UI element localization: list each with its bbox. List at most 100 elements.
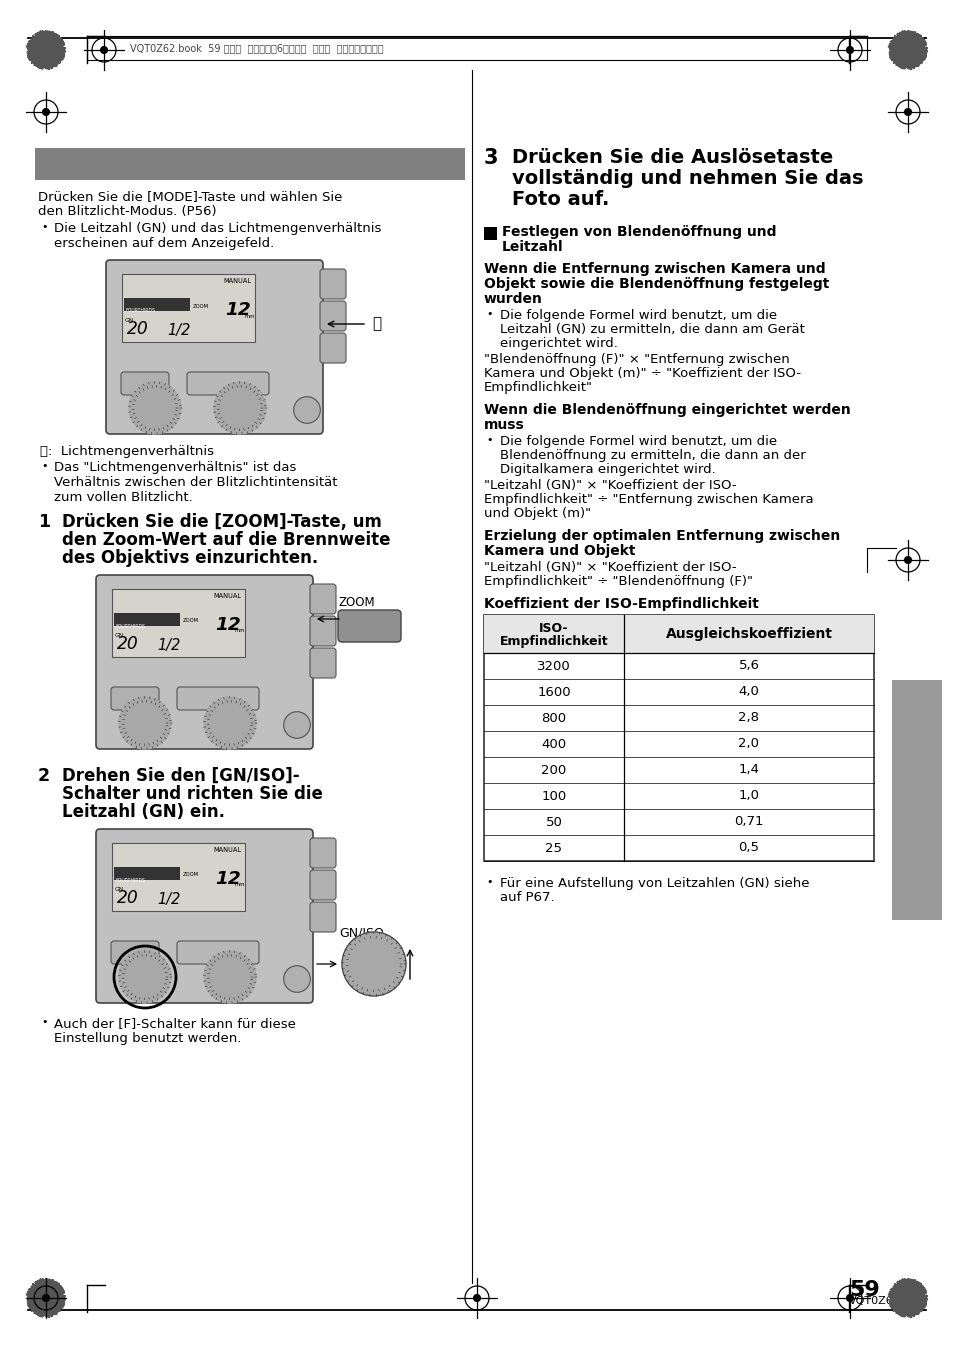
Text: 20: 20 <box>127 319 149 338</box>
FancyBboxPatch shape <box>96 829 313 1003</box>
Text: 0,5: 0,5 <box>738 841 759 855</box>
Text: zum vollen Blitzlicht.: zum vollen Blitzlicht. <box>54 491 193 504</box>
Bar <box>891 679 941 919</box>
Text: Leitzahl (GN) ein.: Leitzahl (GN) ein. <box>62 803 225 821</box>
Circle shape <box>43 1294 50 1301</box>
Circle shape <box>119 697 171 749</box>
Text: mm: mm <box>245 314 255 318</box>
Text: •: • <box>41 1016 48 1027</box>
Text: GN: GN <box>115 887 124 892</box>
Circle shape <box>845 47 853 54</box>
Text: 12: 12 <box>214 616 240 634</box>
Text: 200: 200 <box>540 763 566 776</box>
Text: Leitzahl: Leitzahl <box>501 240 563 253</box>
Text: 100: 100 <box>540 790 566 802</box>
Text: 1,0: 1,0 <box>738 790 759 802</box>
FancyBboxPatch shape <box>319 270 346 299</box>
Text: eingerichtet wird.: eingerichtet wird. <box>499 337 618 350</box>
Text: Die Leitzahl (GN) und das Lichtmengenverhältnis: Die Leitzahl (GN) und das Lichtmengenver… <box>54 222 381 235</box>
Text: 5,6: 5,6 <box>738 659 759 673</box>
Text: den Zoom-Wert auf die Brennweite: den Zoom-Wert auf die Brennweite <box>62 531 390 549</box>
Text: 1,4: 1,4 <box>738 763 759 776</box>
Text: Leitzahl (GN) zu ermitteln, die dann am Gerät: Leitzahl (GN) zu ermitteln, die dann am … <box>499 324 804 336</box>
Polygon shape <box>27 1278 66 1317</box>
Text: "Leitzahl (GN)" × "Koeffizient der ISO-: "Leitzahl (GN)" × "Koeffizient der ISO- <box>483 479 736 492</box>
Text: Drücken Sie die [MODE]-Taste und wählen Sie: Drücken Sie die [MODE]-Taste und wählen … <box>38 190 342 204</box>
Text: Schalter und richten Sie die: Schalter und richten Sie die <box>62 785 322 803</box>
Text: des Objektivs einzurichten.: des Objektivs einzurichten. <box>62 549 318 568</box>
Text: ZOOM: ZOOM <box>182 872 198 878</box>
Text: auf P67.: auf P67. <box>499 891 554 905</box>
FancyBboxPatch shape <box>310 902 335 931</box>
Text: "Blendenöffnung (F)" × "Entfernung zwischen: "Blendenöffnung (F)" × "Entfernung zwisc… <box>483 353 789 367</box>
Text: ZOOM: ZOOM <box>338 596 375 609</box>
Text: Auch der [F]-Schalter kann für diese: Auch der [F]-Schalter kann für diese <box>54 1016 295 1030</box>
Text: Das "Lichtmengenverhältnis" ist das: Das "Lichtmengenverhältnis" ist das <box>54 461 296 474</box>
Text: Festlegen von Blendenöffnung und: Festlegen von Blendenöffnung und <box>501 225 776 239</box>
FancyBboxPatch shape <box>310 648 335 678</box>
Text: 12: 12 <box>225 301 251 319</box>
Text: Digitalkamera eingerichtet wird.: Digitalkamera eingerichtet wird. <box>499 462 715 476</box>
Circle shape <box>204 697 255 749</box>
Text: ISO-: ISO- <box>538 621 568 635</box>
Text: Drehen Sie den [GN/ISO]-: Drehen Sie den [GN/ISO]- <box>62 767 299 785</box>
FancyBboxPatch shape <box>96 576 313 749</box>
Text: •: • <box>485 309 492 319</box>
Text: 0,71: 0,71 <box>734 816 763 829</box>
Text: 1: 1 <box>38 514 51 531</box>
Text: GN: GN <box>115 634 124 638</box>
Circle shape <box>119 950 171 1003</box>
Text: FOURTHIRDS: FOURTHIRDS <box>116 878 146 883</box>
FancyBboxPatch shape <box>121 372 169 395</box>
Text: 1600: 1600 <box>537 686 570 698</box>
Text: 59: 59 <box>848 1281 879 1299</box>
Text: 800: 800 <box>541 712 566 724</box>
Text: •: • <box>485 435 492 445</box>
Polygon shape <box>887 31 927 70</box>
Text: MANUAL: MANUAL <box>223 278 251 284</box>
Text: Blendenöffnung zu ermitteln, die dann an der: Blendenöffnung zu ermitteln, die dann an… <box>499 449 805 462</box>
Circle shape <box>903 557 910 563</box>
Circle shape <box>204 950 255 1003</box>
Text: Empfindlichkeit" ÷ "Blendenöffnung (F)": Empfindlichkeit" ÷ "Blendenöffnung (F)" <box>483 576 752 588</box>
FancyBboxPatch shape <box>310 838 335 868</box>
Text: Foto auf.: Foto auf. <box>512 190 609 209</box>
Bar <box>113 867 180 880</box>
Text: Wenn die Blendenöffnung eingerichtet werden: Wenn die Blendenöffnung eingerichtet wer… <box>483 403 850 417</box>
FancyBboxPatch shape <box>106 260 323 434</box>
Text: muss: muss <box>483 418 524 431</box>
Text: wurden: wurden <box>483 293 542 306</box>
Text: 1/2: 1/2 <box>168 324 191 338</box>
Text: Ausgleichskoeffizient: Ausgleichskoeffizient <box>665 627 832 642</box>
FancyBboxPatch shape <box>310 584 335 613</box>
Circle shape <box>294 396 320 423</box>
Text: 3200: 3200 <box>537 659 570 673</box>
Text: Koeffizient der ISO-Empfindlichkeit: Koeffizient der ISO-Empfindlichkeit <box>483 597 758 611</box>
Text: ZOOM: ZOOM <box>193 303 208 309</box>
Text: GN: GN <box>125 318 134 324</box>
Bar <box>124 298 190 311</box>
Text: [MANUAL]: [MANUAL] <box>50 155 152 173</box>
Circle shape <box>473 1294 480 1301</box>
Text: •: • <box>41 222 48 232</box>
Text: erscheinen auf dem Anzeigefeld.: erscheinen auf dem Anzeigefeld. <box>54 237 274 249</box>
FancyBboxPatch shape <box>310 616 335 646</box>
Text: 12: 12 <box>214 869 240 888</box>
FancyBboxPatch shape <box>177 941 258 964</box>
Text: Ⓐ: Ⓐ <box>372 317 381 332</box>
Text: mm: mm <box>234 883 245 887</box>
Text: Drücken Sie die [ZOOM]-Taste, um: Drücken Sie die [ZOOM]-Taste, um <box>62 514 381 531</box>
Text: •: • <box>41 461 48 470</box>
FancyBboxPatch shape <box>111 687 159 710</box>
Circle shape <box>845 1294 853 1301</box>
Text: Die folgende Formel wird benutzt, um die: Die folgende Formel wird benutzt, um die <box>499 435 777 448</box>
Text: 4,0: 4,0 <box>738 686 759 698</box>
FancyBboxPatch shape <box>310 869 335 900</box>
FancyBboxPatch shape <box>337 611 400 642</box>
Circle shape <box>283 712 310 739</box>
Text: VQT0Z62.book  59 ページ  ２００６年6月２２日  木曜日  午前１１晎４６分: VQT0Z62.book 59 ページ ２００６年6月２２日 木曜日 午前１１晎… <box>130 43 383 53</box>
Bar <box>483 226 497 240</box>
Text: 2,0: 2,0 <box>738 737 759 751</box>
Text: Einstellung benutzt werden.: Einstellung benutzt werden. <box>54 1033 241 1045</box>
Text: Kamera und Objekt: Kamera und Objekt <box>483 545 635 558</box>
